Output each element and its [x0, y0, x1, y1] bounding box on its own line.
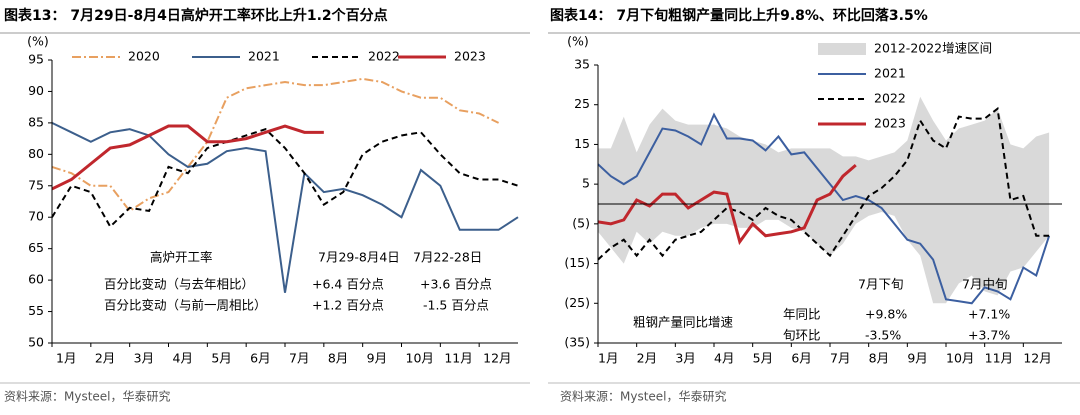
y-unit: (%): [27, 34, 49, 49]
annotation: +7.1%: [968, 307, 1010, 322]
line: [51, 77, 500, 213]
legend-label: 2023: [874, 116, 906, 131]
x-tick-label: 1月: [598, 351, 618, 366]
annotation: +3.7%: [968, 328, 1010, 343]
line: [51, 124, 324, 191]
legend-label: 2020: [128, 49, 160, 64]
legend-label: 2022: [874, 91, 906, 106]
annotation: 高炉开工率: [150, 250, 213, 265]
annotation: 7月29-8月4日: [318, 250, 400, 265]
annotation: +6.4 百分点: [312, 277, 384, 292]
y-tick-label: (5): [572, 215, 590, 230]
x-tick-label: 7月: [830, 351, 850, 366]
x-tick-label: 12月: [483, 351, 511, 366]
annotation: 7月22-28日: [413, 250, 482, 265]
x-tick-label: 10月: [406, 351, 434, 366]
y-tick-label: 50: [28, 335, 44, 350]
x-tick-label: 8月: [328, 351, 348, 366]
x-tick-label: 5月: [211, 351, 231, 366]
annotation: 7月中旬: [962, 277, 1007, 292]
annotation: 年同比: [783, 307, 821, 322]
legend-label: 2022: [368, 49, 400, 64]
line: [51, 121, 519, 293]
annotation: 旬环比: [783, 328, 821, 343]
y-tick-label: 75: [28, 177, 44, 192]
x-tick-label: 11月: [444, 351, 472, 366]
x-tick-label: 4月: [173, 351, 193, 366]
y-tick-label: (25): [564, 295, 590, 310]
y-tick-label: 25: [574, 96, 590, 111]
x-tick-label: 7月: [289, 351, 309, 366]
y-tick-label: (15): [564, 255, 590, 270]
chart-title: 图表14： 7月下旬粗钢产量同比上升9.8%、环比回落3.5%: [550, 7, 928, 24]
x-tick-label: 6月: [250, 351, 270, 366]
x-tick-label: 9月: [907, 351, 927, 366]
annotation: +3.6 百分点: [420, 277, 492, 292]
y-tick-label: (35): [564, 335, 590, 350]
y-tick-label: 85: [28, 114, 44, 129]
line: [597, 112, 1051, 305]
y-tick-label: 35: [574, 57, 590, 72]
annotation: 7月下旬: [858, 277, 903, 292]
x-tick-label: 1月: [56, 351, 76, 366]
y-unit: (%): [567, 34, 589, 49]
line: [51, 128, 519, 229]
annotation: 百分比变动（与前一周相比）: [104, 298, 267, 313]
annotation: 粗钢产量同比增速: [633, 315, 734, 330]
annotation: -1.5 百分点: [423, 298, 489, 313]
y-tick-label: 15: [574, 136, 590, 151]
y-tick-label: 55: [28, 303, 44, 318]
legend-label: 2021: [874, 66, 906, 81]
x-tick-label: 11月: [985, 351, 1013, 366]
x-tick-label: 2月: [95, 351, 115, 366]
y-tick-label: 5: [582, 176, 590, 191]
source: 资料来源：Mysteel，华泰研究: [560, 389, 727, 404]
line: [597, 106, 1050, 261]
x-tick-label: 6月: [791, 351, 811, 366]
annotation: +1.2 百分点: [312, 298, 384, 313]
x-tick-label: 4月: [714, 351, 734, 366]
x-tick-label: 10月: [946, 351, 974, 366]
chart-title: 图表13： 7月29日-8月4日高炉开工率环比上升1.2个百分点: [4, 7, 388, 24]
legend-swatch: [818, 43, 866, 55]
x-tick-label: 3月: [134, 351, 154, 366]
x-tick-label: 5月: [753, 351, 773, 366]
legend-label: 2012-2022增速区间: [874, 41, 992, 56]
y-tick-label: 60: [28, 272, 44, 287]
line: [597, 163, 857, 246]
source: 资料来源：Mysteel，华泰研究: [4, 389, 171, 404]
y-tick-label: 65: [28, 240, 44, 255]
annotation: 百分比变动（与去年相比）: [104, 277, 254, 292]
y-tick-label: 90: [28, 83, 44, 98]
annotation: +9.8%: [865, 307, 907, 322]
x-tick-label: 2月: [637, 351, 657, 366]
y-tick-label: 95: [28, 52, 44, 67]
legend-label: 2021: [248, 49, 280, 64]
x-tick-label: 3月: [675, 351, 695, 366]
y-tick-label: 80: [28, 146, 44, 161]
x-tick-label: 9月: [367, 351, 387, 366]
x-tick-label: 8月: [869, 351, 889, 366]
range-area: [598, 96, 1050, 304]
x-tick-label: 12月: [1023, 351, 1051, 366]
legend-label: 2023: [454, 49, 486, 64]
y-tick-label: 70: [28, 209, 44, 224]
annotation: -3.5%: [865, 328, 901, 343]
